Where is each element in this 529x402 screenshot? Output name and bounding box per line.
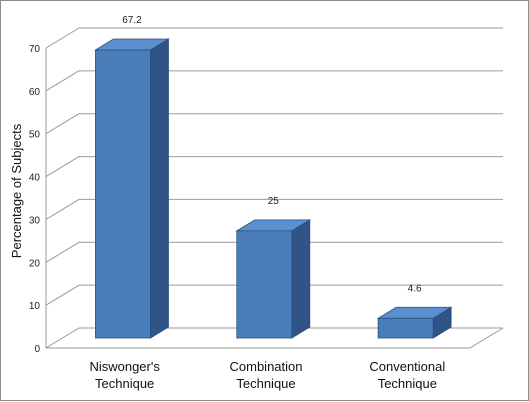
- y-tick-label: 50: [29, 130, 41, 141]
- gridline-diagonal: [45, 70, 80, 92]
- y-tick-label: 60: [29, 87, 41, 98]
- y-tick-label: 20: [29, 258, 41, 269]
- bar-side-2: [291, 219, 311, 339]
- data-label-2: 25: [268, 196, 280, 207]
- category-label-2: Combination: [230, 359, 303, 374]
- category-label-3: Conventional: [369, 359, 445, 374]
- bar-3: [377, 317, 434, 339]
- gridline-diagonal: [45, 327, 80, 349]
- bar-side-1: [150, 38, 169, 339]
- category-label-3: Technique: [378, 376, 437, 391]
- y-tick-label: 10: [29, 301, 41, 312]
- gridline-diagonal: [45, 241, 80, 263]
- y-axis-ticks: 0 10 20 30 40 50 60 70: [29, 44, 41, 355]
- x-axis-categories: Niswonger's Technique Combination Technique…: [89, 359, 445, 391]
- data-label-3: 4.6: [408, 283, 422, 294]
- bar-2: [236, 230, 293, 339]
- bars: [94, 38, 453, 339]
- gridline-diagonal: [45, 113, 80, 135]
- category-label-2: Technique: [236, 376, 295, 391]
- gridline-diagonal: [45, 284, 80, 306]
- category-label-1: Niswonger's: [89, 359, 160, 374]
- y-tick-label: 40: [29, 173, 41, 184]
- category-label-1: Technique: [95, 376, 154, 391]
- bar-1: [95, 49, 151, 339]
- y-tick-label: 0: [34, 344, 40, 355]
- floor-right-edge: [469, 327, 504, 349]
- gridline-diagonal: [45, 27, 80, 49]
- data-label-1: 67.2: [122, 15, 142, 26]
- y-tick-label: 30: [29, 215, 41, 226]
- data-labels: 67.2 25 4.6: [122, 15, 422, 294]
- gridline-diagonal: [45, 156, 80, 177]
- gridline-diagonal: [45, 199, 80, 220]
- y-axis-label: Percentage of Subjects: [9, 123, 24, 258]
- y-tick-label: 70: [29, 44, 41, 55]
